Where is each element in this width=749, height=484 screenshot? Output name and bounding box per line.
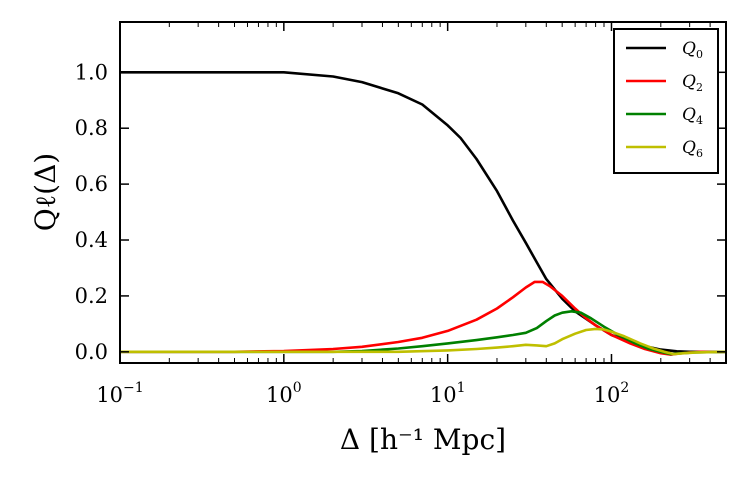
series-lines	[120, 71, 727, 356]
y-tick-label: 0.8	[75, 116, 108, 140]
x-tick-labels: 10−1 100 101 102	[96, 380, 629, 407]
plot-frame	[119, 21, 727, 364]
series-line-q6	[120, 327, 727, 356]
y-tick-labels: 0.0 0.2 0.4 0.6 0.8 1.0	[75, 60, 108, 364]
x-tick-label: 100	[266, 380, 302, 407]
y-tick-label: 0.6	[75, 172, 108, 196]
y-tick-label: 0.2	[75, 284, 108, 308]
x-axis-label: Δ [h⁻¹ Mpc]	[340, 423, 506, 456]
y-tick-label: 0.4	[75, 228, 108, 252]
legend-box	[613, 28, 719, 174]
legend: Q0 Q2 Q4 Q6	[613, 28, 719, 174]
series-line-q4	[120, 310, 727, 356]
legend-label-q2: Q2	[682, 72, 703, 94]
x-tick-label: 102	[594, 380, 630, 407]
y-tick-label: 0.0	[75, 340, 108, 364]
x-tick-label: 10−1	[96, 380, 143, 407]
legend-label-q6: Q6	[682, 138, 703, 160]
legend-label-q0: Q0	[682, 39, 703, 61]
x-tick-label: 101	[430, 380, 466, 407]
y-tick-label: 1.0	[75, 60, 108, 84]
legend-label-q4: Q4	[682, 105, 703, 127]
y-axis-label: Qℓ(Δ)	[29, 153, 62, 231]
